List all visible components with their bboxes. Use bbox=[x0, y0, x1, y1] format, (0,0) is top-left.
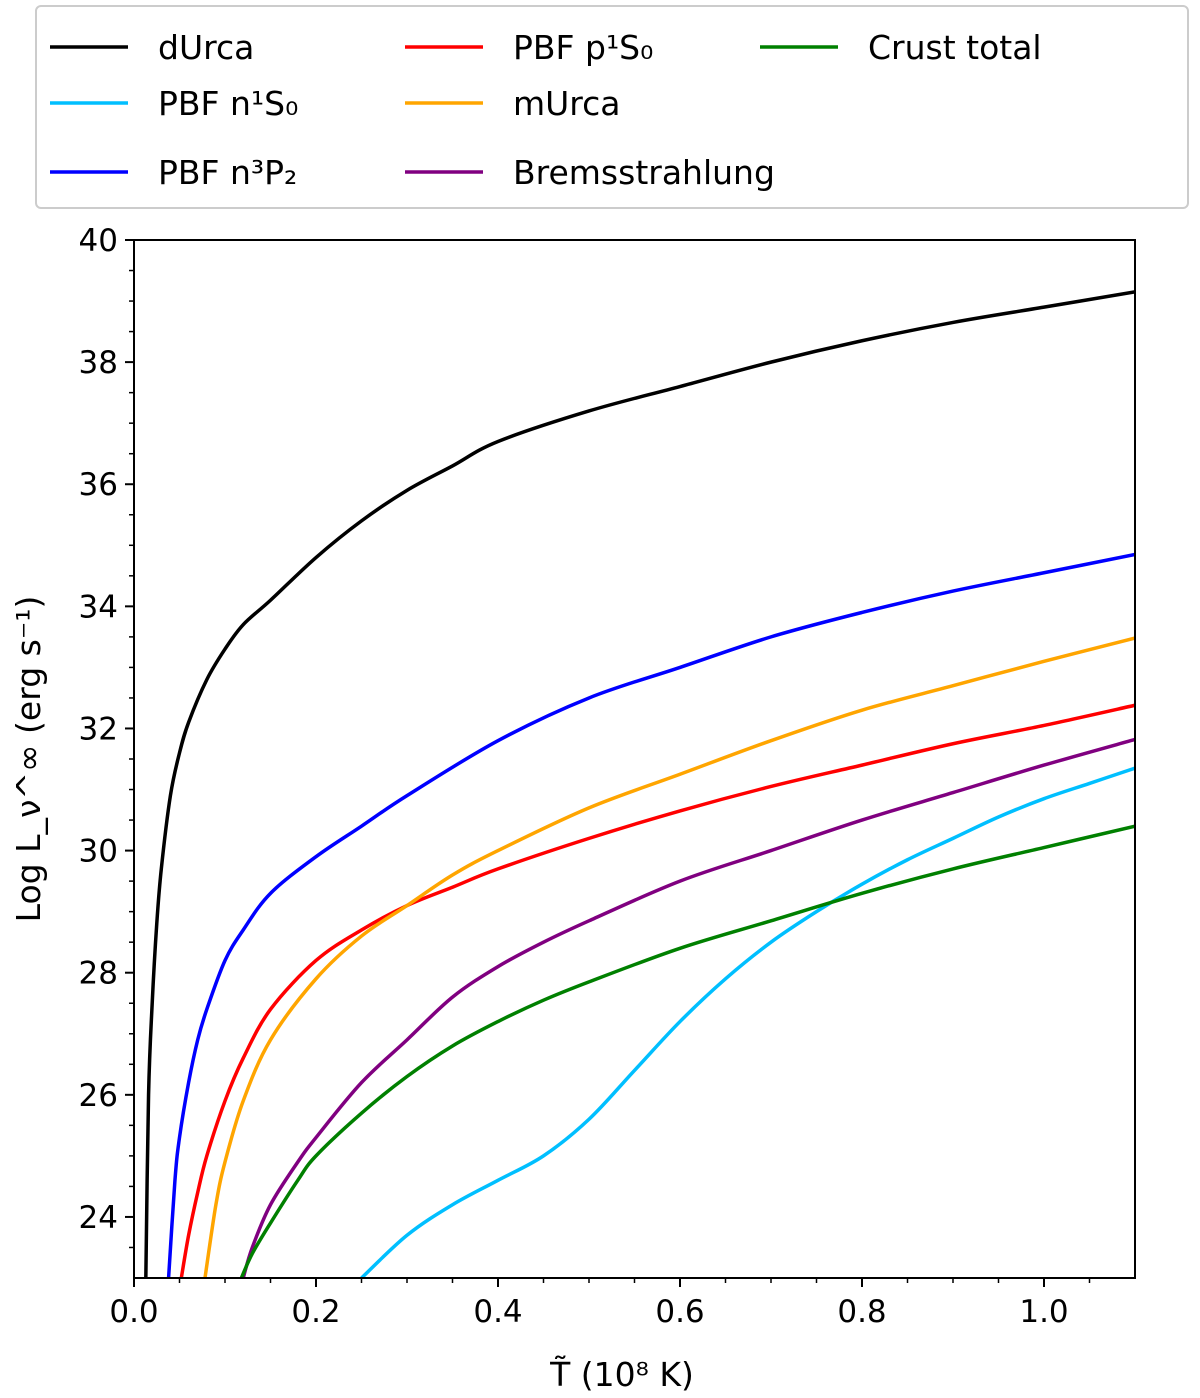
x-tick-label: 0.4 bbox=[473, 1294, 522, 1330]
x-tick-label: 0.8 bbox=[837, 1294, 886, 1330]
y-tick-label: 32 bbox=[79, 711, 118, 747]
x-tick-label: 0.2 bbox=[291, 1294, 340, 1330]
y-tick-label: 36 bbox=[79, 467, 118, 503]
y-tick-label: 34 bbox=[79, 589, 118, 625]
y-axis-label: Log L_ν^∞ (erg s⁻¹) bbox=[9, 596, 48, 923]
y-tick-label: 40 bbox=[79, 223, 118, 259]
legend: dUrca PBF n¹S₀ PBF n³P₂ PBF p¹S₀ mUrca Bremss… bbox=[35, 5, 1189, 209]
legend-label: Bremsstrahlung bbox=[513, 153, 775, 192]
plot-frame bbox=[133, 239, 1136, 1279]
series-line-pbf-n3p2 bbox=[166, 552, 1135, 1278]
x-tick-label: 0.6 bbox=[655, 1294, 704, 1330]
legend-item-pbf-n1s0: PBF n¹S₀ bbox=[50, 84, 298, 123]
series-line-murca bbox=[203, 636, 1135, 1278]
legend-label: PBF n¹S₀ bbox=[158, 84, 298, 123]
legend-label: Crust total bbox=[868, 28, 1042, 67]
series-line-crust-total bbox=[239, 824, 1135, 1278]
plot-lines bbox=[144, 290, 1135, 1278]
legend-item-pbf-p1s0: PBF p¹S₀ bbox=[405, 28, 653, 67]
legend-label: PBF n³P₂ bbox=[158, 153, 297, 192]
legend-label: mUrca bbox=[513, 84, 621, 123]
y-tick-label: 38 bbox=[79, 345, 118, 381]
legend-label: dUrca bbox=[158, 28, 254, 67]
y-tick-label: 28 bbox=[79, 956, 118, 992]
x-tick-label: 0.0 bbox=[109, 1294, 158, 1330]
legend-label: PBF p¹S₀ bbox=[513, 28, 653, 67]
series-line-durca bbox=[144, 290, 1135, 1278]
legend-item-durca: dUrca bbox=[50, 28, 254, 67]
x-axis-label: T̃ (10⁸ K) bbox=[549, 1355, 694, 1394]
axis-labels: T̃ (10⁸ K) Log L_ν^∞ (erg s⁻¹) bbox=[9, 596, 694, 1394]
legend-item-murca: mUrca bbox=[405, 84, 621, 123]
legend-item-crust-total: Crust total bbox=[760, 28, 1042, 67]
legend-item-pbf-n3p2: PBF n³P₂ bbox=[50, 153, 297, 192]
series-line-pbf-p1s0 bbox=[179, 703, 1135, 1278]
axes: 0.0 0.2 0.4 0.6 0.8 1.0 24 26 28 30 32 34 36 38 40 bbox=[79, 223, 1136, 1330]
series-line-bremsstrahlung bbox=[241, 737, 1135, 1278]
legend-item-bremsstrahlung: Bremsstrahlung bbox=[405, 153, 775, 192]
y-tick-label: 30 bbox=[79, 834, 118, 870]
legend-box bbox=[35, 5, 1189, 209]
y-tick-label: 24 bbox=[79, 1200, 118, 1236]
x-tick-label: 1.0 bbox=[1019, 1294, 1068, 1330]
series-line-pbf-n1s0 bbox=[360, 766, 1135, 1278]
y-tick-label: 26 bbox=[79, 1078, 118, 1114]
